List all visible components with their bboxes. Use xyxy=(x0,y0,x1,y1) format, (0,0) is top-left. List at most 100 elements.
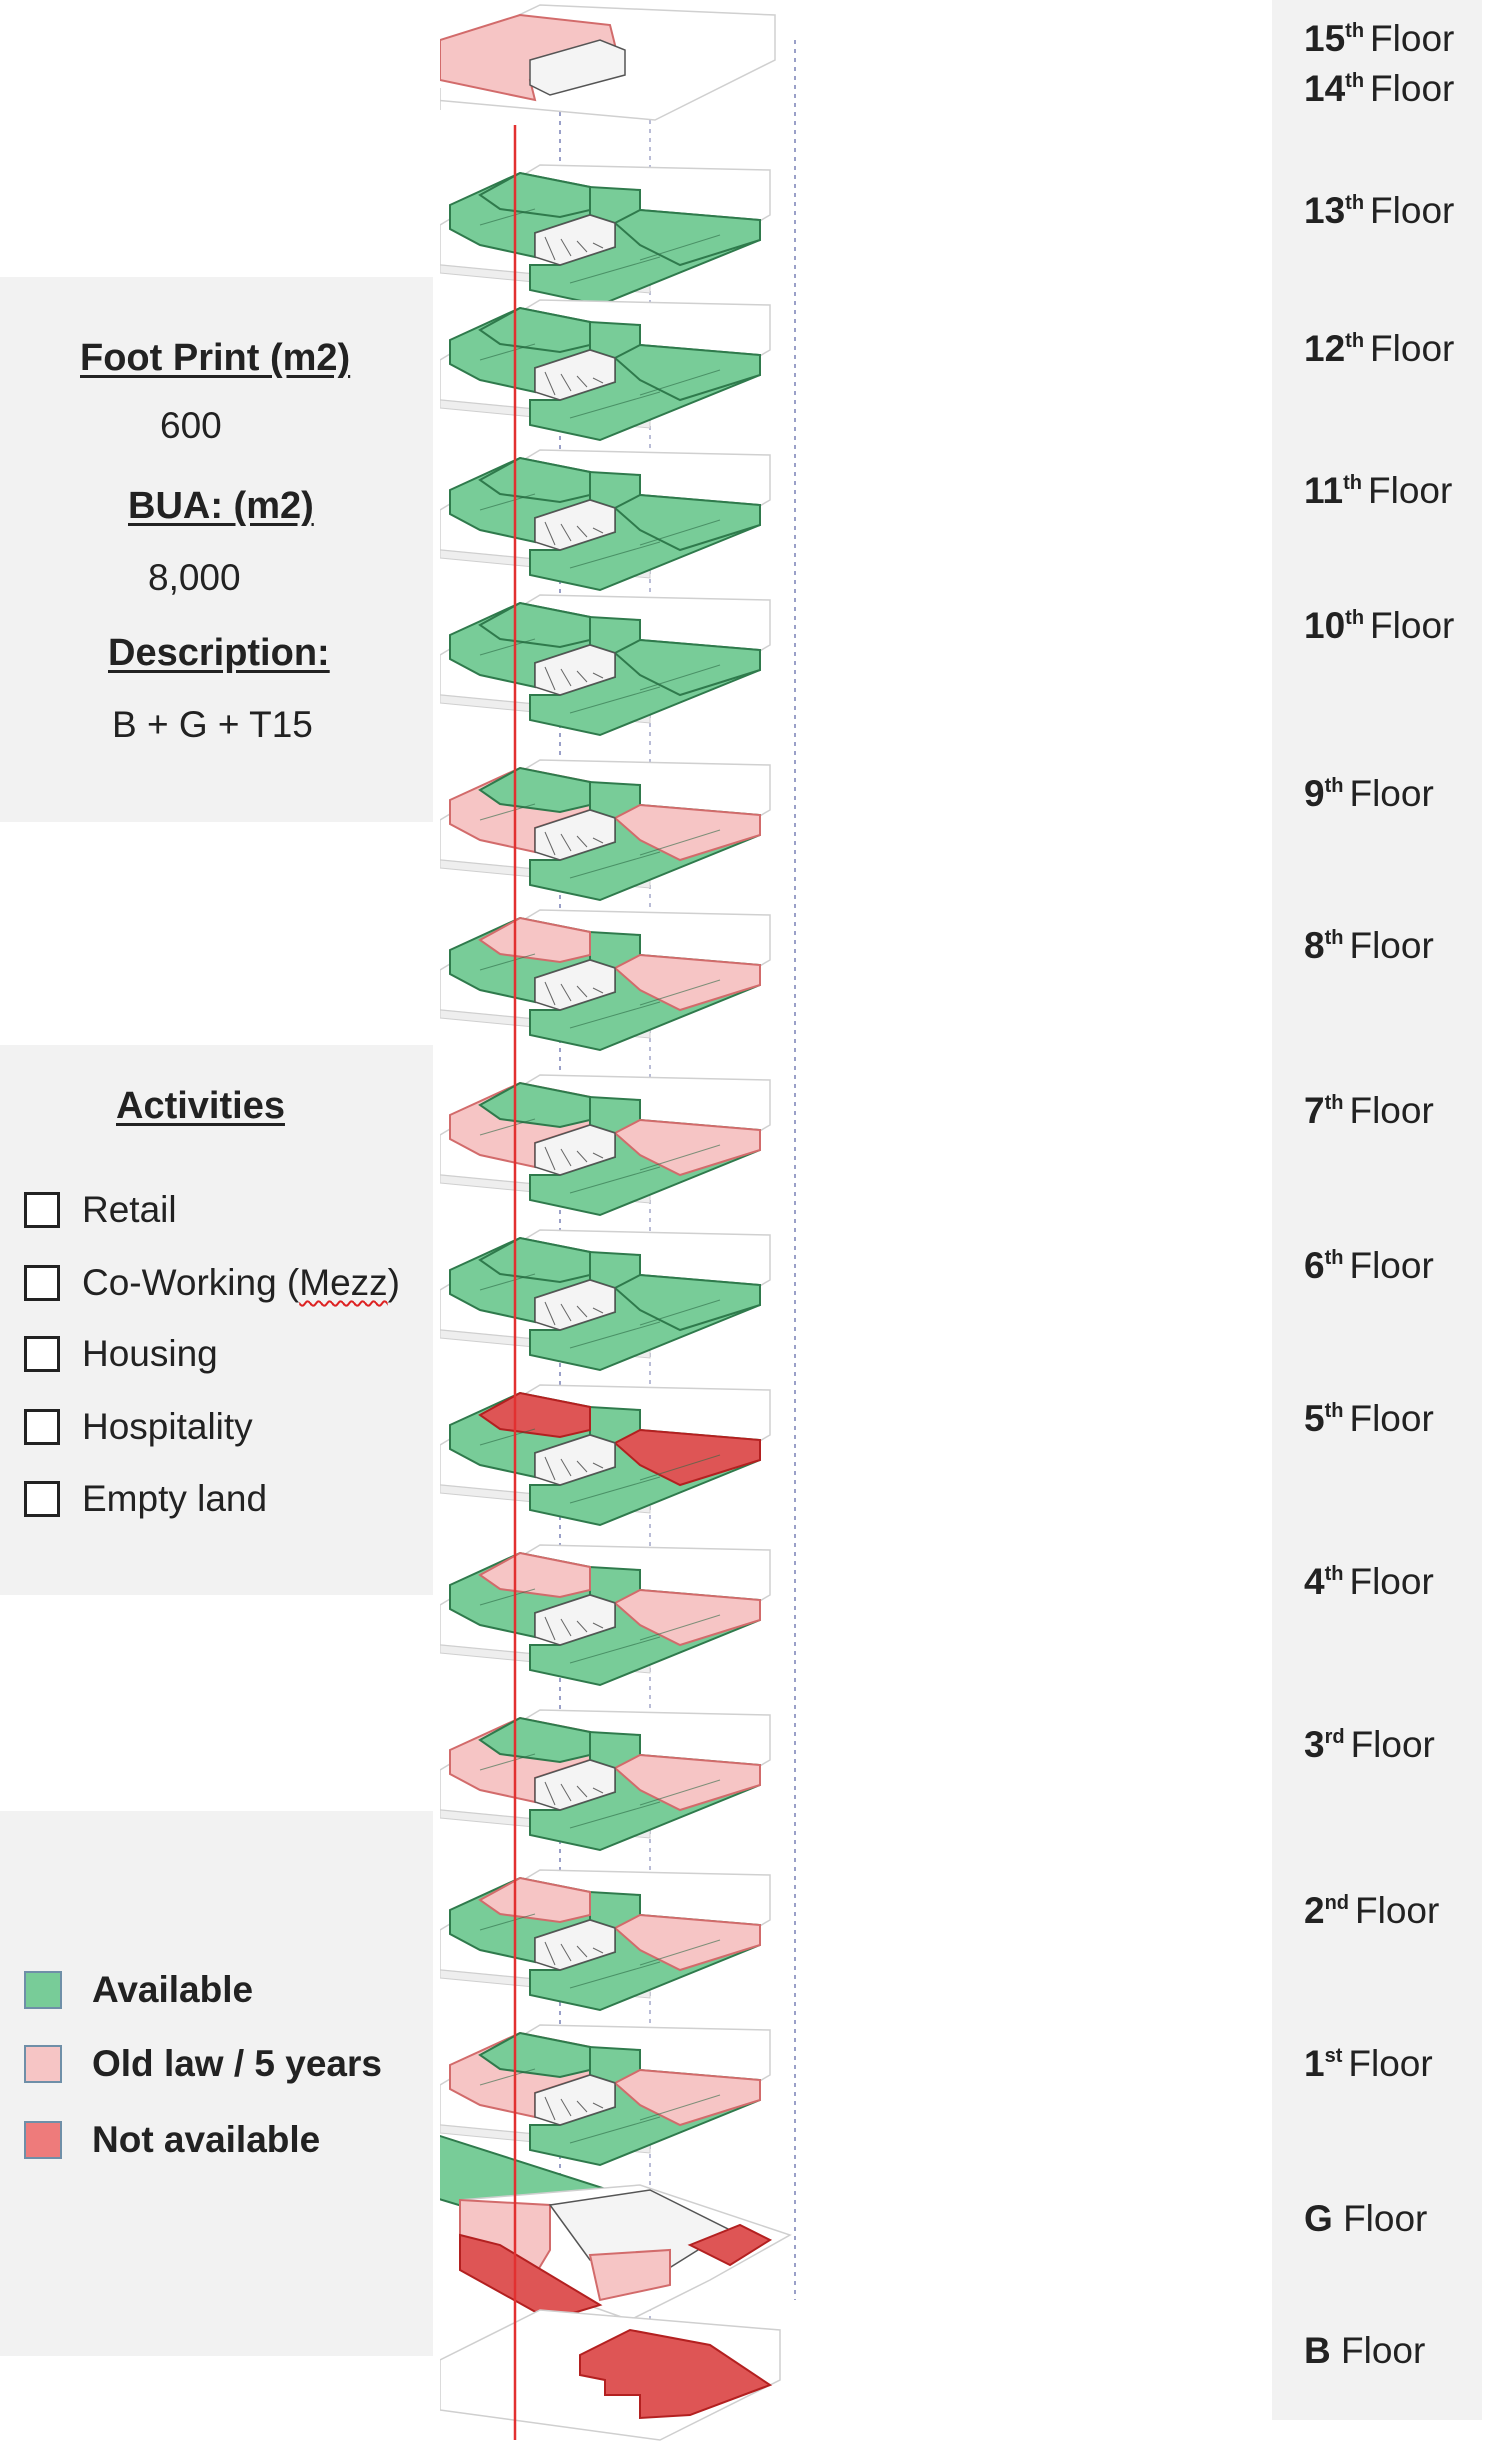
core-hatch xyxy=(560,983,572,1002)
core-hatch xyxy=(576,525,588,538)
floor-plate-5 xyxy=(440,759,771,902)
core-stairs xyxy=(534,2074,616,2126)
core-stairs xyxy=(529,39,626,96)
activity-label: Housing xyxy=(82,1333,218,1374)
core-hatch xyxy=(576,1945,588,1958)
floor-label-13: 13th Floor xyxy=(1304,190,1455,231)
core-stairs xyxy=(534,644,616,696)
partition xyxy=(479,493,536,511)
core-hatch xyxy=(592,1787,604,1794)
core-hatch xyxy=(592,1622,604,1629)
floor-plate-basement xyxy=(440,2309,781,2441)
partition xyxy=(569,391,661,419)
partition xyxy=(569,1001,661,1029)
partition xyxy=(639,519,721,546)
floor-label-9: 9th Floor xyxy=(1304,773,1434,814)
core-hatch xyxy=(560,238,572,257)
floor-plate-ground xyxy=(440,2134,792,2322)
core-hatch xyxy=(544,236,556,261)
activity-label: Empty land xyxy=(82,1478,268,1519)
core-stairs xyxy=(534,1124,616,1176)
core-hatch xyxy=(592,2102,604,2109)
core-hatch xyxy=(544,981,556,1006)
core-hatch xyxy=(560,833,572,852)
partition xyxy=(639,1454,721,1481)
activity-retail[interactable]: Retail xyxy=(24,1188,177,1232)
core-stairs xyxy=(534,1279,616,1331)
zone-east xyxy=(613,803,761,862)
bua-heading: BUA: (m2) xyxy=(128,485,314,527)
core-hatch xyxy=(544,1941,556,1966)
zone-east xyxy=(613,2068,761,2127)
activity-label-prefix: Co-Working ( xyxy=(82,1262,300,1303)
co-working-checkbox[interactable] xyxy=(24,1265,60,1301)
zone-north xyxy=(478,2031,591,2079)
core-stairs xyxy=(534,1434,616,1486)
zone-north xyxy=(478,1236,591,1284)
core-hatch xyxy=(560,1458,572,1477)
partition xyxy=(479,1588,536,1606)
partition xyxy=(479,2068,536,2086)
core-hatch xyxy=(560,1618,572,1637)
activity-housing[interactable]: Housing xyxy=(24,1332,218,1376)
zone-east xyxy=(613,953,761,1012)
core-hatch xyxy=(576,985,588,998)
housing-checkbox[interactable] xyxy=(24,1336,60,1372)
bua-value: 8,000 xyxy=(148,557,241,598)
zone-north xyxy=(478,916,591,964)
zone-east xyxy=(613,638,761,697)
activity-hospitality[interactable]: Hospitality xyxy=(24,1405,253,1449)
core-hatch xyxy=(576,670,588,683)
activity-label-suffix: ) xyxy=(387,1262,400,1303)
legend-panel: Available Old law / 5 years Not availabl… xyxy=(0,1811,433,2356)
partition xyxy=(639,1299,721,1326)
partition xyxy=(639,1144,721,1171)
floor-plate-2 xyxy=(440,299,771,442)
partition xyxy=(639,664,721,691)
footprint-value: 600 xyxy=(160,405,222,446)
partition xyxy=(569,1476,661,1504)
available-swatch xyxy=(24,1971,62,2009)
empty-land-checkbox[interactable] xyxy=(24,1481,60,1517)
activity-empty-land[interactable]: Empty land xyxy=(24,1477,267,1521)
floor-label-1: 1st Floor xyxy=(1304,2043,1433,2084)
floor-label-12: 12th Floor xyxy=(1304,328,1455,369)
partition xyxy=(639,1614,721,1641)
partition xyxy=(479,803,536,821)
retail-checkbox[interactable] xyxy=(24,1192,60,1228)
description-heading: Description: xyxy=(108,632,330,674)
partition xyxy=(639,234,721,261)
activity-co-working[interactable]: Co-Working (Mezz) xyxy=(24,1261,400,1305)
hospitality-checkbox[interactable] xyxy=(24,1409,60,1445)
core-stairs xyxy=(534,1919,616,1971)
zone-north xyxy=(478,1391,591,1439)
floor-label-6: 6th Floor xyxy=(1304,1245,1434,1286)
core-hatch xyxy=(544,1456,556,1481)
partition xyxy=(639,369,721,396)
core-hatch xyxy=(544,371,556,396)
core-hatch xyxy=(560,2098,572,2117)
floor-label-5: 5th Floor xyxy=(1304,1398,1434,1439)
zone-east xyxy=(613,1588,761,1647)
core-hatch xyxy=(544,666,556,691)
core-hatch xyxy=(592,1947,604,1954)
building-info-panel: Foot Print (m2) 600 BUA: (m2) 8,000 Desc… xyxy=(0,277,433,822)
floor-label-10: 10th Floor xyxy=(1304,605,1455,646)
zone-north xyxy=(478,171,591,219)
floor-label-b: B Floor xyxy=(1304,2330,1426,2371)
core-hatch xyxy=(544,2096,556,2121)
partition xyxy=(569,1166,661,1194)
legend-label: Old law / 5 years xyxy=(92,2043,382,2084)
partition xyxy=(569,2116,661,2144)
floor-plate-12 xyxy=(440,1869,771,2012)
floor-label-7: 7th Floor xyxy=(1304,1090,1434,1131)
core-hatch xyxy=(592,672,604,679)
core-hatch xyxy=(544,521,556,546)
floor-label-3: 3rd Floor xyxy=(1304,1724,1435,1765)
core-hatch xyxy=(592,987,604,994)
partition xyxy=(479,1273,536,1291)
core-hatch xyxy=(560,668,572,687)
core-stairs xyxy=(534,499,616,551)
floor-plate-7 xyxy=(440,1074,771,1217)
partition xyxy=(569,1636,661,1664)
